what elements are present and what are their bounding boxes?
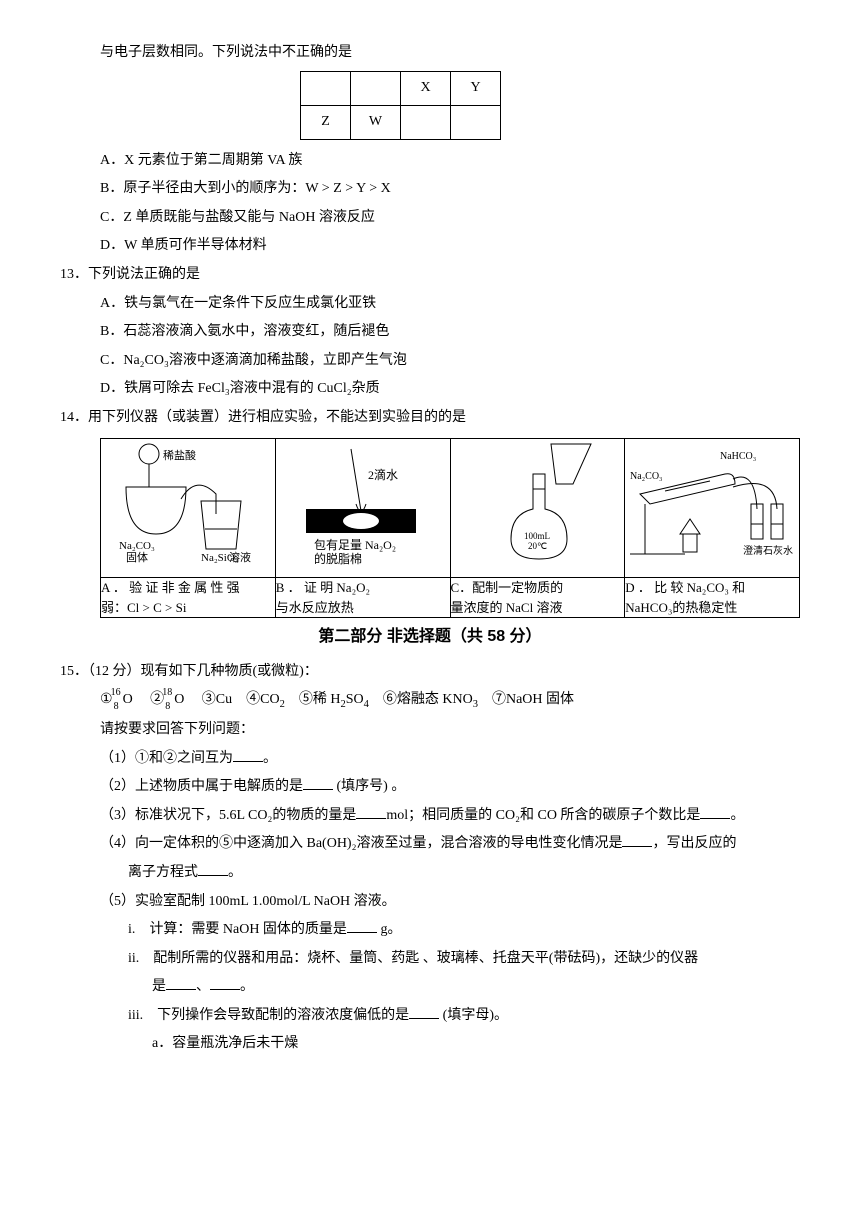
q15-p2: （2）上述物质中属于电解质的是 (填序号) 。 <box>60 774 800 801</box>
blank <box>210 976 240 990</box>
cap-text: 与水反应放热 <box>276 598 450 618</box>
text: iii. 下列操作会导致配制的溶液浓度偏低的是 <box>128 1008 409 1023</box>
q14-diagram-A: 稀盐酸 Na₂CO₃ 固体 Na₂SiO₃ 溶液 <box>101 438 276 578</box>
q15-stem: 15．（12 分）现有如下几种物质(或微粒)： <box>60 659 800 686</box>
text: mol；相同质量的 CO₂和 CO 所含的碳原子个数比是 <box>386 808 700 823</box>
q14-experiment-table: 稀盐酸 Na₂CO₃ 固体 Na₂SiO₃ 溶液 2滴水 包有足量 Na₂O₂ … <box>100 438 800 619</box>
cell-Z: Z <box>301 105 351 139</box>
blank <box>303 776 333 790</box>
text: （4）向一定体积的⑤中逐滴加入 Ba(OH)₂溶液至过量，混合溶液的导电性变化情… <box>100 836 622 851</box>
cap-text: 量浓度的 NaCl 溶液 <box>451 598 625 618</box>
text: (填序号) 。 <box>333 779 405 794</box>
svg-text:的脱脂棉: 的脱脂棉 <box>314 551 362 566</box>
q14-diagram-D: NaHCO₃ Na₂CO₃ 澄清石灰水 <box>625 438 800 578</box>
cap-text: NaHCO₃的热稳定性 <box>625 598 799 618</box>
q14-cap-A: A ． 验 证 非 金 属 性 强 弱：Cl > C > Si <box>101 578 276 618</box>
q12-opt-C: C．Z 单质既能与盐酸又能与 NaOH 溶液反应 <box>60 205 800 232</box>
q15-p5: （5）实验室配制 100mL 1.00mol/L NaOH 溶液。 <box>60 889 800 916</box>
blank <box>356 805 386 819</box>
svg-text:20℃: 20℃ <box>528 541 547 551</box>
section-2-title: 第二部分 非选择题（共 58 分） <box>60 622 800 652</box>
svg-text:2滴水: 2滴水 <box>368 467 398 482</box>
text: i. 计算：需要 NaOH 固体的质量是 <box>128 922 347 937</box>
text: 是 <box>152 979 166 994</box>
cell-Y: Y <box>451 71 501 105</box>
cap-text: D ． 比 较 Na₂CO₃ 和 <box>625 578 799 598</box>
q13-opt-D: D．铁屑可除去 FeCl₃溶液中混有的 CuCl₂杂质 <box>60 376 800 403</box>
q15-p5-ii-line2: 是、。 <box>60 974 800 1001</box>
svg-text:溶液: 溶液 <box>229 550 251 564</box>
cap-text: B ． 证 明 Na₂O₂ <box>276 578 450 598</box>
text: 离子方程式 <box>128 865 198 880</box>
q12-periodic-table: X Y Z W <box>300 71 501 140</box>
q12-opt-B: B．原子半径由大到小的顺序为：W > Z > Y > X <box>60 176 800 203</box>
q12-stem-line: 与电子层数相同。下列说法中不正确的是 <box>60 40 800 67</box>
q14-cap-C: C．配制一定物质的 量浓度的 NaCl 溶液 <box>450 578 625 618</box>
text: （2）上述物质中属于电解质的是 <box>100 779 303 794</box>
q14-diagram-C: 100mL 20℃ <box>450 438 625 578</box>
q15-p4-line1: （4）向一定体积的⑤中逐滴加入 Ba(OH)₂溶液至过量，混合溶液的导电性变化情… <box>60 831 800 858</box>
cell-X: X <box>401 71 451 105</box>
q13-opt-B: B．石蕊溶液滴入氨水中，溶液变红，随后褪色 <box>60 319 800 346</box>
blank <box>347 919 377 933</box>
q14-stem: 14．用下列仪器（或装置）进行相应实验，不能达到实验目的的是 <box>60 405 800 432</box>
text: g。 <box>377 922 402 937</box>
label-dilute-hcl: 稀盐酸 <box>163 448 196 462</box>
q15-p4-line2: 离子方程式。 <box>60 860 800 887</box>
q14-cap-D: D ． 比 较 Na₂CO₃ 和 NaHCO₃的热稳定性 <box>625 578 800 618</box>
svg-text:Na₂CO₃: Na₂CO₃ <box>630 471 663 482</box>
q15-items: ①168O ②188O ③Cu ④CO2 ⑤稀 H2SO4 ⑥熔融态 KNO3 … <box>60 687 800 715</box>
q13-stem: 13．下列说法正确的是 <box>60 262 800 289</box>
q15-p5-i: i. 计算：需要 NaOH 固体的质量是 g。 <box>60 917 800 944</box>
q12-opt-A: A．X 元素位于第二周期第 VA 族 <box>60 148 800 175</box>
q15-p3: （3）标准状况下，5.6L CO₂的物质的量是 mol；相同质量的 CO₂和 CO… <box>60 803 800 830</box>
cap-text: 弱：Cl > C > Si <box>101 598 275 618</box>
cap-text: A ． 验 证 非 金 属 性 强 <box>101 578 275 598</box>
q15-prompt: 请按要求回答下列问题： <box>60 717 800 744</box>
svg-text:固体: 固体 <box>126 550 148 564</box>
cell-W: W <box>351 105 401 139</box>
q15-p5-iii: iii. 下列操作会导致配制的溶液浓度偏低的是 (填字母)。 <box>60 1003 800 1030</box>
text: ，写出反应的 <box>652 836 736 851</box>
q13-opt-C: C．Na₂CO₃溶液中逐滴滴加稀盐酸，立即产生气泡 <box>60 348 800 375</box>
q14-diagram-B: 2滴水 包有足量 Na₂O₂ 的脱脂棉 <box>275 438 450 578</box>
blank <box>198 862 228 876</box>
blank <box>409 1005 439 1019</box>
text: （1）①和②之间互为 <box>100 751 233 766</box>
q15-p1: （1）①和②之间互为。 <box>60 746 800 773</box>
text: (填字母)。 <box>439 1008 508 1023</box>
svg-text:100mL: 100mL <box>524 531 550 541</box>
blank <box>622 833 652 847</box>
cap-text: C．配制一定物质的 <box>451 578 625 598</box>
q12-opt-D: D．W 单质可作半导体材料 <box>60 233 800 260</box>
q13-opt-A: A．铁与氯气在一定条件下反应生成氯化亚铁 <box>60 291 800 318</box>
q14-cap-B: B ． 证 明 Na₂O₂ 与水反应放热 <box>275 578 450 618</box>
q15-p5-ii-line1: ii. 配制所需的仪器和用品：烧杯、量筒、药匙 、玻璃棒、托盘天平(带砝码)，还… <box>60 946 800 973</box>
blank <box>233 748 263 762</box>
text: （3）标准状况下，5.6L CO₂的物质的量是 <box>100 808 356 823</box>
blank <box>700 805 730 819</box>
svg-text:Na₂CO₃: Na₂CO₃ <box>119 540 155 552</box>
svg-text:NaHCO₃: NaHCO₃ <box>720 451 756 462</box>
svg-text:澄清石灰水: 澄清石灰水 <box>743 544 793 557</box>
svg-text:包有足量 Na₂O₂: 包有足量 Na₂O₂ <box>314 538 396 552</box>
q15-p5-iii-a: a．容量瓶洗净后未干燥 <box>60 1031 800 1058</box>
blank <box>166 976 196 990</box>
